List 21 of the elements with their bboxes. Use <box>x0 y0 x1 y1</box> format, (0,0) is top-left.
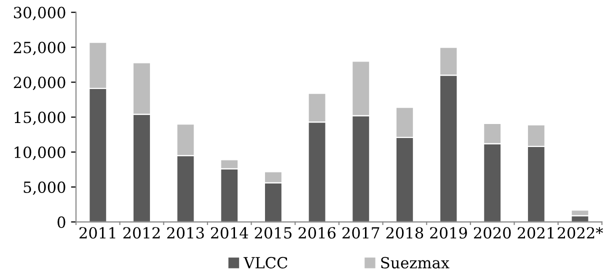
x-tick-label: 2016 <box>298 227 336 239</box>
x-tick-label: 2011 <box>80 227 116 239</box>
x-tick-label: 2019 <box>430 227 467 239</box>
legend-label: Suezmax <box>381 256 450 268</box>
x-tick-label: 2018 <box>386 227 424 239</box>
x-tick-label: 2022* <box>558 227 604 239</box>
y-tick-label: 15,000 <box>14 112 66 126</box>
y-tick-label: 20,000 <box>14 76 66 90</box>
legend-label: VLCC <box>244 256 288 268</box>
y-tick-label: 30,000 <box>14 6 66 20</box>
y-tick-label: 0 <box>58 216 66 228</box>
y-tick-label: 25,000 <box>14 42 66 56</box>
x-tick-label: 2021 <box>518 227 554 239</box>
x-tick-label: 2015 <box>254 227 292 239</box>
x-tick-label: 2020 <box>474 227 511 239</box>
x-tick-label: 2014 <box>210 227 248 239</box>
x-tick-label: 2017 <box>342 227 380 239</box>
y-tick-label: 5,000 <box>24 181 66 195</box>
y-tick-label: 10,000 <box>14 146 66 160</box>
x-tick-label: 2012 <box>123 227 160 239</box>
x-tick-label: 2013 <box>167 227 204 239</box>
